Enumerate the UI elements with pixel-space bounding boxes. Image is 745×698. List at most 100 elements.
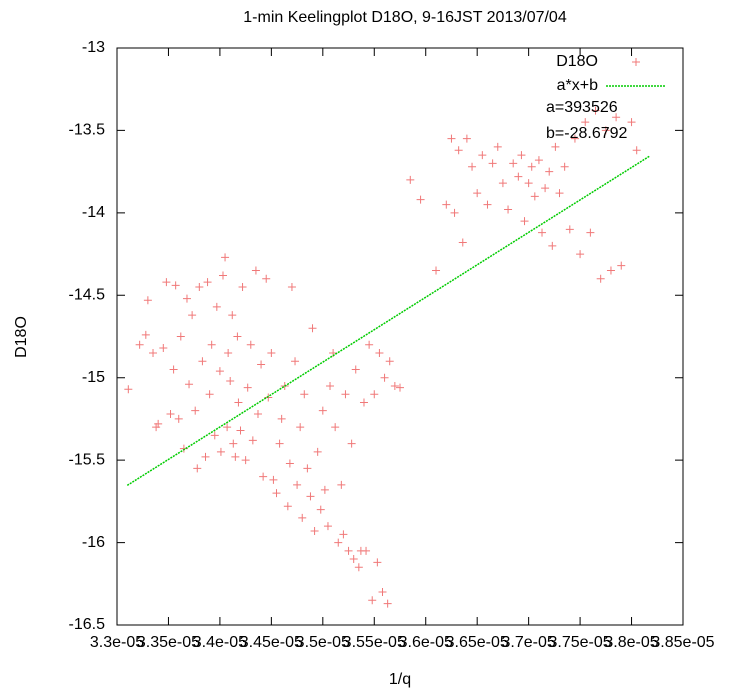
data-point	[548, 241, 557, 250]
data-point	[296, 423, 305, 432]
data-point	[385, 357, 394, 366]
data-point	[306, 492, 315, 501]
data-point	[143, 296, 152, 305]
data-point	[174, 414, 183, 423]
data-point	[541, 184, 550, 193]
data-point	[416, 195, 425, 204]
legend-label: D18O	[556, 53, 598, 70]
data-point	[362, 546, 371, 555]
data-point	[212, 302, 221, 311]
data-point	[216, 447, 225, 456]
data-point	[373, 558, 382, 567]
data-point	[359, 398, 368, 407]
data-point	[493, 142, 502, 151]
data-point	[228, 311, 237, 320]
data-point	[198, 357, 207, 366]
data-point	[318, 406, 327, 415]
data-point	[218, 271, 227, 280]
legend-swatch	[632, 58, 640, 66]
x-tick-label: 3.8e-05	[604, 634, 658, 651]
annotation: a=393526	[546, 99, 618, 116]
data-point	[383, 599, 392, 608]
legend-label: a*x+b	[557, 77, 598, 94]
fit-line	[126, 155, 651, 487]
data-point	[606, 266, 615, 275]
data-point	[581, 118, 590, 127]
data-point	[570, 134, 579, 143]
data-point	[300, 390, 309, 399]
data-point	[601, 126, 610, 135]
data-point	[203, 278, 212, 287]
x-axis-label: 1/q	[389, 671, 411, 688]
chart-title: 1-min Keelingplot D18O, 9-16JST 2013/07/…	[243, 9, 567, 26]
x-tick-label: 3.7e-05	[502, 634, 556, 651]
data-point	[560, 162, 569, 171]
data-point	[576, 250, 585, 259]
annotation: b=-28.6792	[546, 125, 628, 142]
data-point	[149, 348, 158, 357]
y-tick-label: -14.5	[69, 287, 106, 304]
data-point	[248, 436, 257, 445]
data-point	[234, 398, 243, 407]
data-point	[509, 159, 518, 168]
data-point	[488, 159, 497, 168]
data-point	[473, 189, 482, 198]
data-point	[632, 146, 641, 155]
data-point	[596, 274, 605, 283]
x-tick-label: 3.45e-05	[240, 634, 303, 651]
data-point	[185, 380, 194, 389]
data-point	[269, 475, 278, 484]
data-point	[365, 340, 374, 349]
data-point	[310, 527, 319, 536]
data-point	[229, 439, 238, 448]
data-point	[323, 522, 332, 531]
data-point	[246, 340, 255, 349]
data-point	[368, 596, 377, 605]
x-tick-label: 3.85e-05	[651, 634, 714, 651]
data-point	[454, 146, 463, 155]
data-point	[195, 283, 204, 292]
data-point	[514, 172, 523, 181]
data-point	[169, 365, 178, 374]
data-point	[272, 489, 281, 498]
plot-frame	[116, 47, 684, 626]
data-point	[166, 409, 175, 418]
data-point	[612, 113, 621, 122]
data-point	[253, 409, 262, 418]
data-point	[251, 266, 260, 275]
x-tick-label: 3.65e-05	[446, 634, 509, 651]
data-point	[534, 156, 543, 165]
data-point	[236, 426, 245, 435]
data-point	[551, 142, 560, 151]
data-point	[462, 134, 471, 143]
data-point	[447, 134, 456, 143]
data-point	[262, 274, 271, 283]
x-tick-label: 3.75e-05	[549, 634, 612, 651]
data-point	[287, 283, 296, 292]
x-tick-label: 3.35e-05	[137, 634, 200, 651]
data-point	[159, 344, 168, 353]
data-point	[334, 538, 343, 547]
data-point	[378, 588, 387, 597]
data-point	[135, 340, 144, 349]
data-point	[182, 294, 191, 303]
data-point	[339, 530, 348, 539]
data-point	[124, 385, 133, 394]
data-point	[530, 192, 539, 201]
data-point	[210, 431, 219, 440]
data-point	[591, 106, 600, 115]
data-point	[193, 464, 202, 473]
data-point	[316, 505, 325, 514]
data-point	[207, 340, 216, 349]
data-point	[188, 311, 197, 320]
data-point	[406, 175, 415, 184]
data-point	[331, 423, 340, 432]
data-point	[313, 447, 322, 456]
x-tick-label: 3.3e-05	[90, 634, 144, 651]
data-point	[226, 377, 235, 386]
data-point	[450, 208, 459, 217]
data-point	[586, 228, 595, 237]
data-point	[337, 480, 346, 489]
data-point	[478, 151, 487, 160]
